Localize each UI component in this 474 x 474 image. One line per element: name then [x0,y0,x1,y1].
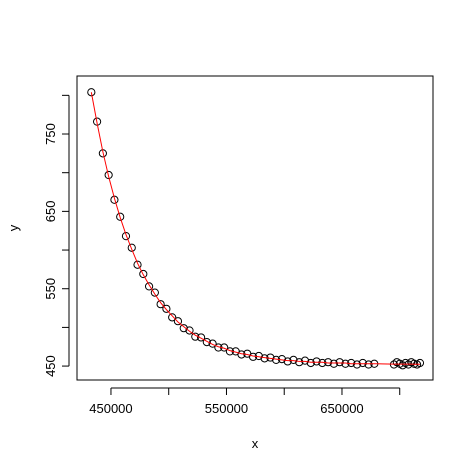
point [150,288,159,297]
point [283,357,292,366]
x-tick-label: 550000 [205,401,248,416]
point [312,357,321,366]
point [335,358,344,367]
point [415,358,425,368]
point [173,317,183,326]
point [144,282,154,291]
y-tick-label: 450 [43,355,58,377]
y-axis-label: y [6,224,21,231]
point [162,304,171,313]
point [289,355,298,364]
fit-line [90,92,420,365]
point [202,337,211,347]
point [364,360,373,369]
point [306,358,315,368]
point [116,212,125,221]
point [196,333,206,342]
y-tick-label: 650 [43,201,58,223]
point [398,361,407,370]
point [133,260,142,269]
point [329,359,338,368]
point [168,313,177,322]
y-tick-label: 750 [43,123,58,145]
point [208,339,217,348]
point [87,88,96,97]
plot-box [76,75,434,381]
x-axis-label: x [252,436,259,451]
point [358,358,367,368]
point [121,232,131,241]
y-tick-label: 550 [43,278,58,300]
point [295,358,304,367]
point [185,326,194,335]
point [300,356,310,365]
x-tick-label: 450000 [89,401,132,416]
point [104,170,113,180]
point [127,243,136,252]
point [139,269,148,279]
point [110,195,119,204]
x-tick-label: 650000 [320,401,363,416]
point [352,360,362,369]
point [156,300,165,309]
point [179,324,188,333]
